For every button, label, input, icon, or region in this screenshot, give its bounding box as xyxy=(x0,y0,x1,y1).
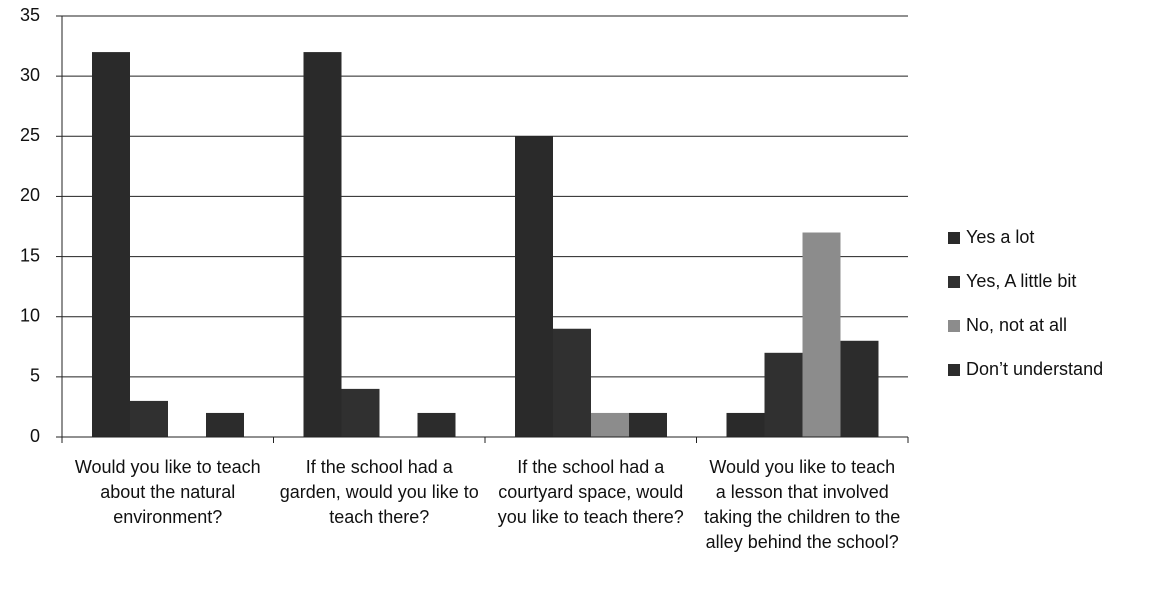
y-tick-label: 25 xyxy=(20,125,40,145)
bar xyxy=(92,52,130,437)
y-tick-label: 5 xyxy=(30,366,40,386)
bar xyxy=(130,400,168,437)
bar xyxy=(764,352,803,437)
bar xyxy=(840,340,879,437)
bar xyxy=(802,232,841,437)
bar xyxy=(303,52,342,437)
bar xyxy=(341,388,380,437)
bar xyxy=(726,412,765,437)
legend-swatch xyxy=(948,232,960,244)
x-tick-label: Would you like to teach about the natura… xyxy=(74,457,261,527)
y-tick-label: 15 xyxy=(20,245,40,265)
bar xyxy=(591,412,629,437)
y-tick-label: 30 xyxy=(20,65,40,85)
legend-swatch xyxy=(948,276,960,288)
bar xyxy=(206,412,244,437)
y-tick-label: 0 xyxy=(30,426,40,446)
legend-label: Don’t understand xyxy=(966,359,1103,379)
y-tick-label: 10 xyxy=(20,305,40,325)
y-tick-label: 20 xyxy=(20,185,40,205)
x-tick-label: If the school had a courtyard space, wou… xyxy=(497,457,684,527)
y-tick-label: 35 xyxy=(20,5,40,25)
legend-label: Yes, A little bit xyxy=(966,271,1076,291)
legend-swatch xyxy=(948,320,960,332)
bar xyxy=(553,328,591,437)
legend-swatch xyxy=(948,364,960,376)
x-tick-label: If the school had a garden, would you li… xyxy=(279,457,479,527)
x-tick-label: Would you like to teach a lesson that in… xyxy=(704,457,901,552)
bar xyxy=(515,136,553,438)
bar xyxy=(629,412,667,437)
legend-label: No, not at all xyxy=(966,315,1067,335)
legend-label: Yes a lot xyxy=(966,227,1034,247)
bar xyxy=(417,412,456,437)
